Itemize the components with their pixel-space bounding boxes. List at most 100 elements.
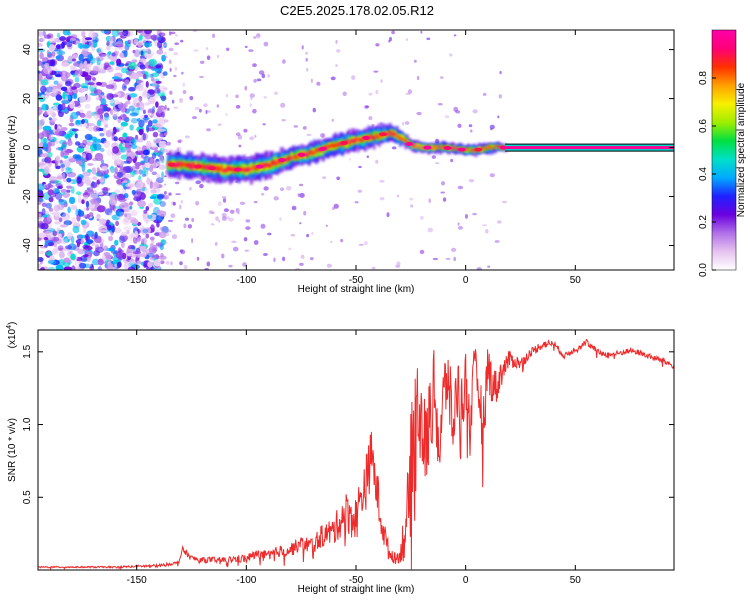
noise-speckle	[124, 63, 129, 67]
ridge-cell	[327, 144, 331, 148]
ridge-cell	[309, 150, 313, 154]
noise-speckle	[56, 50, 66, 56]
noise-speckle	[249, 136, 255, 141]
noise-speckle	[88, 203, 95, 210]
noise-speckle	[159, 226, 166, 231]
noise-speckle	[335, 64, 338, 67]
ridge-cell	[372, 135, 376, 140]
noise-speckle	[149, 73, 154, 78]
noise-speckle	[371, 266, 376, 270]
noise-speckle	[48, 242, 55, 247]
noise-speckle	[192, 30, 198, 33]
ridge-cell	[274, 161, 278, 166]
ridge-cell	[390, 133, 394, 136]
noise-speckle	[472, 109, 478, 114]
noise-speckle	[136, 260, 142, 265]
noise-speckle	[98, 223, 103, 227]
noise-speckle	[67, 31, 72, 37]
noise-speckle	[191, 238, 194, 244]
ridge-cell	[225, 167, 229, 172]
ridge-cell	[325, 146, 329, 150]
y-tick-label: -40	[22, 238, 33, 253]
noise-speckle	[87, 169, 92, 173]
noise-speckle	[120, 125, 124, 130]
noise-speckle	[77, 42, 83, 49]
noise-speckle	[47, 151, 53, 158]
noise-speckle	[340, 238, 344, 243]
noise-speckle	[47, 266, 56, 270]
ridge-cell	[346, 139, 350, 144]
noise-speckle	[281, 119, 287, 122]
ridge-cell	[288, 155, 292, 160]
ridge-cell	[228, 166, 232, 171]
noise-speckle	[84, 103, 91, 109]
noise-speckle	[297, 193, 301, 198]
noise-speckle	[305, 51, 309, 55]
noise-speckle	[67, 206, 71, 214]
spectrogram-x-ticks: -150 -100 -50 0 50	[127, 30, 581, 286]
noise-speckle	[243, 237, 248, 242]
colorbar-gradient	[711, 29, 737, 271]
noise-speckle	[489, 124, 495, 130]
noise-speckle	[161, 148, 169, 153]
colorbar-tick-label: 0.0	[698, 263, 709, 277]
noise-speckle	[48, 197, 54, 203]
noise-speckle	[97, 258, 104, 266]
noise-speckle	[130, 245, 136, 250]
noise-speckle	[150, 239, 155, 244]
noise-speckle	[38, 162, 46, 166]
noise-speckle	[62, 151, 66, 156]
ridge-cell	[483, 147, 487, 150]
ridge-hotspot	[255, 164, 264, 169]
ridge-cell	[492, 144, 495, 148]
noise-speckle	[163, 195, 170, 200]
noise-speckle	[172, 201, 176, 206]
noise-speckle	[322, 176, 327, 180]
noise-speckle	[101, 165, 108, 171]
noise-speckle	[115, 251, 124, 259]
noise-speckle	[124, 142, 130, 148]
noise-speckle	[122, 166, 132, 174]
noise-speckle	[149, 195, 157, 200]
noise-speckle	[177, 140, 182, 144]
noise-speckle	[175, 181, 180, 185]
ridge-cell	[437, 145, 441, 147]
noise-speckle	[147, 112, 152, 117]
ridge-cell	[290, 157, 294, 160]
noise-speckle	[59, 36, 67, 42]
noise-speckle	[420, 30, 423, 34]
noise-speckle	[40, 37, 46, 42]
noise-speckle	[306, 133, 312, 136]
noise-speckle	[254, 134, 257, 138]
noise-speckle	[46, 33, 54, 39]
noise-speckle	[96, 205, 106, 213]
noise-speckle	[81, 87, 89, 92]
noise-speckle	[39, 52, 44, 60]
noise-speckle	[79, 262, 87, 269]
noise-speckle	[205, 47, 209, 51]
ridge-cell	[434, 145, 438, 149]
noise-speckle	[53, 80, 59, 85]
noise-speckle	[441, 181, 445, 186]
ridge-cell	[400, 138, 404, 141]
noise-speckle	[41, 202, 47, 208]
noise-speckle	[155, 64, 162, 69]
y-tick-label: 1.0	[22, 417, 33, 431]
noise-speckle	[156, 194, 165, 200]
noise-speckle	[226, 93, 229, 98]
noise-speckle	[38, 183, 45, 191]
noise-speckle	[428, 198, 431, 203]
noise-speckle	[134, 230, 139, 239]
ridge-cell	[311, 152, 315, 156]
x-tick-label: -100	[236, 275, 256, 286]
noise-speckle	[99, 147, 105, 153]
noise-speckle	[112, 126, 117, 135]
noise-speckle	[156, 107, 163, 114]
ridge-cell	[265, 162, 269, 168]
noise-speckle	[145, 81, 149, 88]
ridge-cell	[488, 145, 492, 148]
noise-speckle	[170, 213, 176, 219]
noise-speckle	[221, 253, 225, 259]
noise-speckle	[80, 219, 87, 225]
ridge-cell	[399, 137, 402, 141]
